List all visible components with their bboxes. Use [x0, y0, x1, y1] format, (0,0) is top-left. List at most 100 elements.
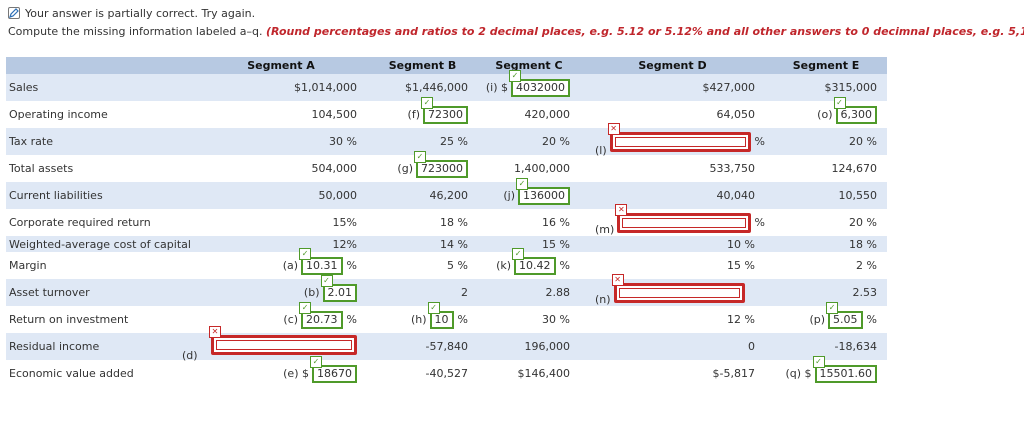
required-return-b: 18 % — [367, 209, 478, 236]
answer-tag-c: (c) — [283, 313, 299, 326]
answer-tag-i: (i) $ — [485, 81, 508, 94]
answer-k-input[interactable]: ✓ 10.42 — [512, 247, 556, 275]
row-label: Corporate required return — [6, 209, 195, 236]
check-icon: ✓ — [414, 150, 426, 163]
answer-g-input[interactable]: ✓ 723000 — [414, 150, 468, 178]
required-return-e: 20 % — [765, 209, 887, 236]
required-return-c: 16 % — [478, 209, 580, 236]
roi-d: 12 % — [580, 306, 765, 333]
header-segment-c: Segment C — [478, 57, 580, 74]
row-label: Economic value added — [6, 360, 195, 387]
answer-p-input[interactable]: ✓ 5.05 — [826, 301, 863, 329]
answer-a-input[interactable]: ✓ 10.31 — [299, 247, 343, 275]
answer-tag-g: (g) — [397, 162, 413, 175]
answer-tag-h: (h) — [410, 313, 427, 326]
row-residual-income: Residual income (d) ✕ -57,840 196,000 0 … — [6, 326, 887, 362]
row-label: Sales — [6, 74, 195, 101]
answer-tag-m: (m) — [595, 223, 615, 236]
tax-rate-a: 30 % — [195, 128, 367, 155]
instructions-text: Compute the missing information labeled … — [8, 25, 263, 38]
row-label: Operating income — [6, 101, 195, 128]
status-text: Your answer is partially correct. Try ag… — [25, 6, 256, 20]
margin-d: 15 % — [580, 252, 765, 279]
row-eva: Economic value added (e) $ ✓ 18670 -40,52… — [6, 355, 887, 387]
answer-tag-a: (a) — [282, 259, 299, 272]
answer-b-input[interactable]: ✓ 2.01 — [320, 274, 357, 302]
row-margin: Margin (a) ✓ 10.31 % 5 % (k) ✓ 10.42 % 15 … — [6, 247, 887, 279]
row-tax-rate: Tax rate 30 % 25 % 20 % (l) ✕ % 20 % — [6, 122, 887, 157]
wacc-b: 14 % — [367, 236, 478, 252]
answer-m-input[interactable]: ✕ — [615, 203, 751, 233]
answer-c-input[interactable]: ✓ 20.73 — [299, 301, 343, 329]
instructions: Compute the missing information labeled … — [8, 25, 1024, 38]
answer-f-input[interactable]: ✓ 72300 — [421, 96, 468, 124]
header-segment-e: Segment E — [765, 57, 887, 74]
unit-percent: % — [346, 259, 357, 272]
check-icon: ✓ — [833, 96, 846, 109]
row-wacc: Weighted-average cost of capital 12% 14 … — [6, 236, 887, 252]
residual-income-c: 196,000 — [478, 333, 580, 360]
wacc-a: 12% — [195, 236, 367, 252]
row-label: Current liabilities — [6, 182, 195, 209]
unit-percent: % — [457, 313, 468, 326]
answer-l-input[interactable]: ✕ — [607, 122, 751, 152]
residual-income-b: -57,840 — [367, 333, 478, 360]
pencil-check-icon — [8, 7, 20, 19]
rounding-hint: (Round percentages and ratios to 2 decim… — [266, 25, 1024, 38]
row-label: Total assets — [6, 155, 195, 182]
header-segment-a: Segment A — [195, 57, 367, 74]
check-icon: ✓ — [509, 69, 521, 82]
unit-percent: % — [754, 216, 765, 229]
required-return-a: 15% — [195, 209, 367, 236]
wacc-e: 18 % — [765, 236, 887, 252]
check-icon: ✓ — [299, 301, 312, 314]
eva-d: $-5,817 — [580, 360, 765, 387]
eva-c: $146,400 — [478, 360, 580, 387]
status-message: Your answer is partially correct. Try ag… — [8, 6, 255, 20]
unit-percent: % — [866, 313, 877, 326]
answer-d-input[interactable]: ✕ — [209, 326, 357, 355]
unit-percent: % — [754, 135, 765, 148]
row-label: Tax rate — [6, 128, 195, 155]
check-icon: ✓ — [826, 301, 839, 314]
answer-q-input[interactable]: ✓ 15501.60 — [812, 355, 877, 383]
error-icon: ✕ — [611, 273, 624, 286]
eva-b: -40,527 — [367, 360, 478, 387]
header-segment-d: Segment D — [580, 57, 765, 74]
answer-e-input[interactable]: ✓ 18670 — [310, 355, 357, 383]
operating-income-c: 420,000 — [478, 101, 580, 128]
check-icon: ✓ — [299, 247, 312, 260]
current-liabilities-a: 50,000 — [195, 182, 367, 209]
row-label: Return on investment — [6, 306, 195, 333]
margin-e: 2 % — [765, 252, 887, 279]
answer-i-input[interactable]: ✓ 4032000 — [509, 69, 570, 97]
error-icon: ✕ — [209, 326, 221, 338]
row-label: Weighted-average cost of capital — [6, 236, 195, 252]
answer-tag-n: (n) — [595, 293, 611, 306]
check-icon: ✓ — [512, 247, 525, 260]
residual-income-d: 0 — [580, 333, 765, 360]
answer-h-input[interactable]: ✓ 10 — [427, 301, 454, 329]
row-roi: Return on investment (c) ✓ 20.73 % (h) ✓ 1… — [6, 301, 887, 333]
answer-n-input[interactable]: ✕ — [611, 273, 745, 303]
unit-percent: % — [559, 259, 570, 272]
row-asset-turnover: Asset turnover (b) ✓ 2.01 2 2.88 (n) ✕ 2.… — [6, 273, 887, 306]
header-segment-b: Segment B — [367, 57, 478, 74]
check-icon: ✓ — [310, 355, 322, 368]
check-icon: ✓ — [421, 96, 433, 109]
unit-percent: % — [346, 313, 357, 326]
row-operating-income: Operating income 104,500 (f) ✓ 72300 420,… — [6, 96, 887, 128]
header-row: Segment A Segment B Segment C Segment D … — [6, 57, 887, 74]
check-icon: ✓ — [427, 301, 440, 314]
row-label: Residual income — [9, 340, 100, 353]
answer-tag-q: (q) $ — [785, 367, 812, 380]
segment-table: Segment A Segment B Segment C Segment D … — [6, 57, 887, 387]
total-assets-e: 124,670 — [765, 155, 887, 182]
tax-rate-e: 20 % — [765, 128, 887, 155]
answer-j-input[interactable]: ✓ 136000 — [516, 177, 570, 205]
answer-tag-p: (p) — [809, 313, 826, 326]
check-icon: ✓ — [812, 355, 825, 368]
answer-o-input[interactable]: ✓ 6,300 — [833, 96, 877, 124]
row-current-liabilities: Current liabilities 50,000 46,200 (j) ✓ 1… — [6, 177, 887, 209]
asset-turnover-e: 2.53 — [765, 279, 887, 306]
